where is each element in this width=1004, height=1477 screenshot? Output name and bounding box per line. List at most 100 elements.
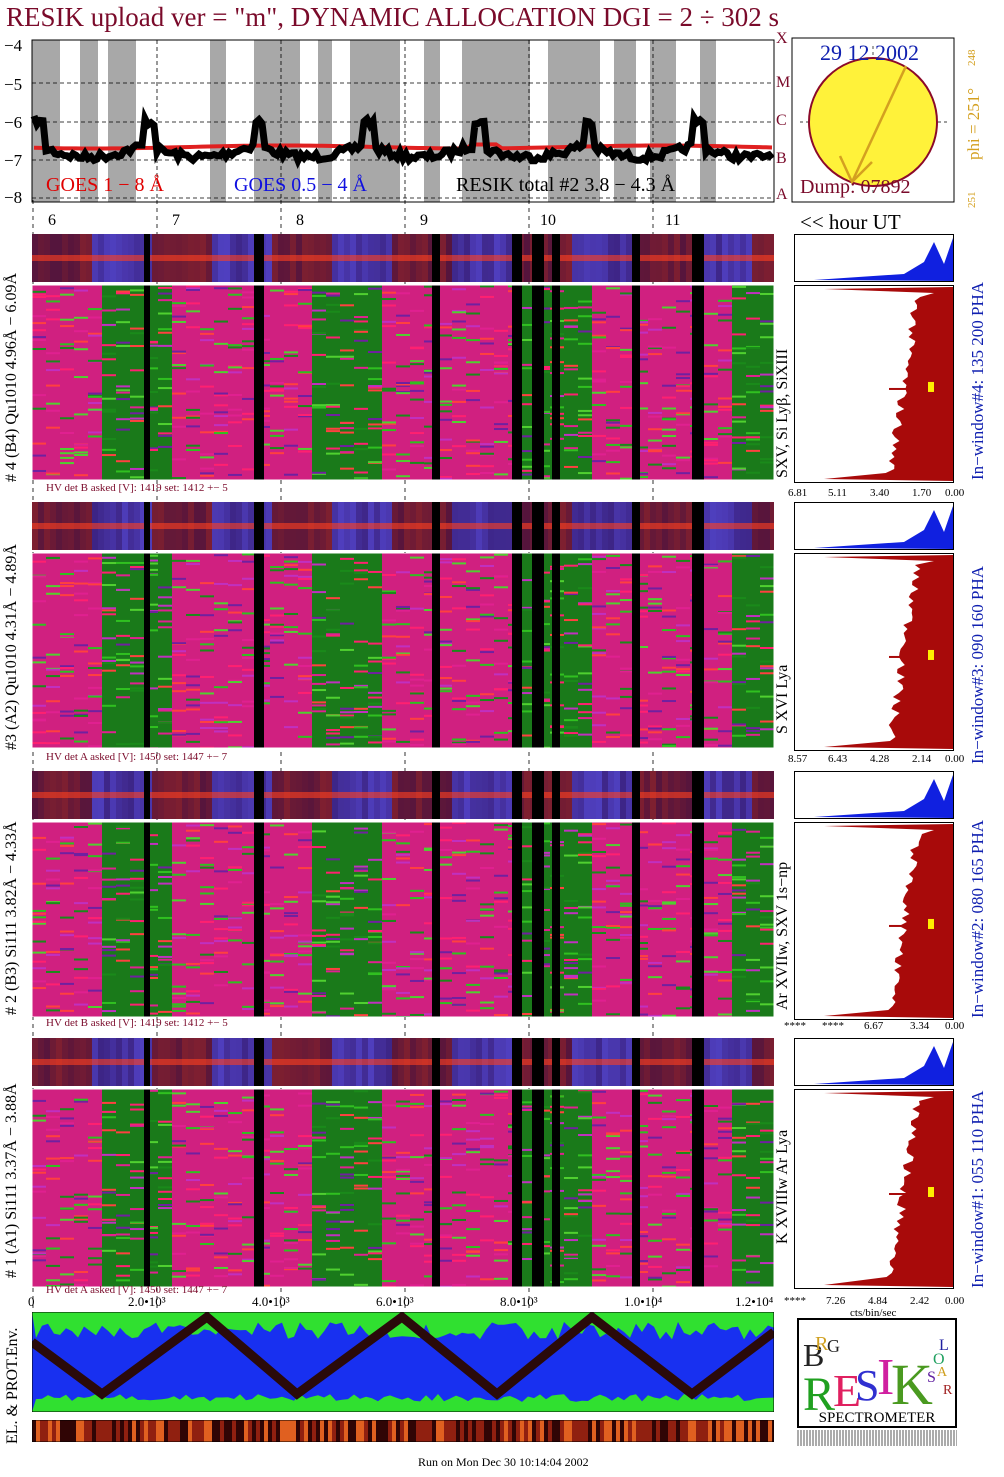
goes-gap-band [210,40,226,202]
detector-1-label: # 1 (A1) Si111 3.37Å − 3.88Å [3,1083,20,1279]
pha-tick: 8.57 [788,753,808,765]
run-timestamp: Run on Mon Dec 30 10:14:04 2002 [418,1455,589,1469]
detector-2-label: # 2 (B3) Si111 3.82Å − 4.33Å [3,821,20,1015]
detector-4-label: # 4 (B4) Qu1010 4.96Å − 6.09Å [3,272,20,482]
goes-ytick: −8 [4,188,23,207]
x-axis-tick: 0 [28,1294,35,1309]
environment-strip [32,1420,774,1442]
sun-phi-bottom: 251 [966,191,978,209]
goes-gap-band [424,40,440,202]
pha-histogram [794,553,954,751]
goes-gap-band [108,40,136,202]
logo-letter: S [927,1369,936,1386]
pha-histogram [794,822,954,1020]
logo-letter: A [937,1365,948,1380]
detector-1-lines: K XVIIIw Ar Lya [774,1129,791,1244]
goes-gap-band [650,40,676,202]
pha-tick: 0.00 [945,753,965,765]
pha-tick: **** [822,1020,844,1032]
logo-letter: K [891,1352,933,1417]
legend-goes-05-4: GOES 0.5 − 4 Å [234,174,367,196]
hour-label-7: 7 [172,212,180,229]
detector-timestrip [32,771,774,819]
goes-lightcurve-plot [30,39,775,203]
pha-tick: 2.14 [912,753,932,765]
resik-logo: B R G R E S I K S O L A R SPECTROMETER [797,1318,957,1428]
goes-class-b: B [776,150,787,167]
window-2-label: In−window#2: 080 165 PHA [968,819,987,1018]
logo-letter: R [815,1333,829,1355]
sun-disc-panel [791,37,955,203]
pha-tick: 4.28 [870,753,890,765]
pha-tick: 2.42 [910,1295,930,1307]
window-1-label: In−window#1: 055 110 PHA [968,1090,987,1288]
pha-tick: 5.11 [828,487,847,499]
logo-letter: L [939,1337,949,1354]
detector-3-label: #3 (A2) Qu1010 4.31Å − 4.89Å [3,544,20,750]
pha-tick: 0.00 [945,1295,965,1307]
hour-label-11: 11 [665,212,681,229]
sun-dump: Dump: 07892 [800,176,911,198]
logo-letter: E [833,1365,861,1416]
hour-label-6: 6 [48,212,56,229]
legend-goes-1-8: GOES 1 − 8 Å [46,174,164,196]
logo-fineprint [797,1430,957,1446]
hour-axis-caption: << hour UT [800,210,901,234]
pha-window-histogram [794,771,954,819]
detector-timestrip [32,234,774,282]
pha-tick: 6.81 [788,487,808,499]
pha-window-histogram [794,502,954,550]
goes-ytick: −6 [4,113,23,132]
pha-tick: 3.40 [870,487,890,499]
page-title: RESIK upload ver = "m", DYNAMIC ALLOCATI… [6,2,780,32]
pha-unit-label: cts/bin/sec [850,1307,897,1319]
x-axis-tick: 6.0•10³ [376,1294,414,1309]
pha-window-histogram [794,1038,954,1086]
hv-text-3: HV det A asked [V]: 1450 set: 1447 +− 7 [46,751,228,763]
logo-letter: B [803,1337,824,1373]
window-3-label: In−window#3: 090 160 PHA [968,565,987,764]
x-axis-tick: 4.0•10³ [252,1294,290,1309]
environment-plot [32,1312,774,1412]
detector-4-lines: SXV, Si Lyβ, SiXIII [774,348,791,478]
pha-tick: 1.70 [912,487,932,499]
x-axis-tick: 1.2•10⁴ [735,1294,774,1309]
detector-2-lines: Ar XVIIw, SXV 1s−np [774,861,791,1010]
logo-caption: SPECTROMETER [819,1410,936,1426]
logo-letter: I [877,1349,894,1406]
hv-text-4: HV det B asked [V]: 1419 set: 1412 +− 5 [46,482,228,494]
pha-window-histogram [794,234,954,282]
pha-tick: 7.26 [826,1295,846,1307]
detector-spectrogram [32,822,774,1017]
goes-ytick: −5 [4,75,23,94]
goes-gap-band [700,40,716,202]
detector-timestrip [32,1038,774,1086]
pha-tick: 3.34 [910,1020,930,1032]
logo-letter: G [827,1336,840,1356]
pha-histogram [794,1089,954,1289]
goes-class-a: A [776,186,788,203]
goes-class-c: C [776,112,787,129]
window-4-label: In−window#4: 135 200 PHA [968,281,987,480]
sun-phi: phi = 251° [964,87,983,160]
goes-class-x: X [776,30,788,47]
hour-label-10: 10 [540,212,556,229]
pha-tick: 0.00 [945,487,965,499]
sun-date: 29 12 2002 [820,40,919,65]
hour-label-8: 8 [296,212,304,229]
pha-histogram [794,285,954,483]
logo-letter: O [933,1351,945,1368]
legend-resik-total: RESIK total #2 3.8 − 4.3 Å [456,174,676,196]
pha-tick: 4.84 [868,1295,888,1307]
detector-spectrogram [32,1089,774,1287]
goes-ytick: −7 [4,151,23,170]
logo-letter: S [855,1361,879,1410]
pha-tick: **** [784,1295,806,1307]
environment-label: EL. & PROT.Env. [4,1327,21,1444]
sun-phi-sup: 248 [966,49,978,67]
detector-spectrogram [32,553,774,748]
detector-timestrip [32,502,774,550]
goes-ytick: −4 [4,36,23,55]
goes-class-m: M [776,74,791,91]
hv-text-2: HV det B asked [V]: 1419 set: 1412 +− 5 [46,1017,228,1029]
